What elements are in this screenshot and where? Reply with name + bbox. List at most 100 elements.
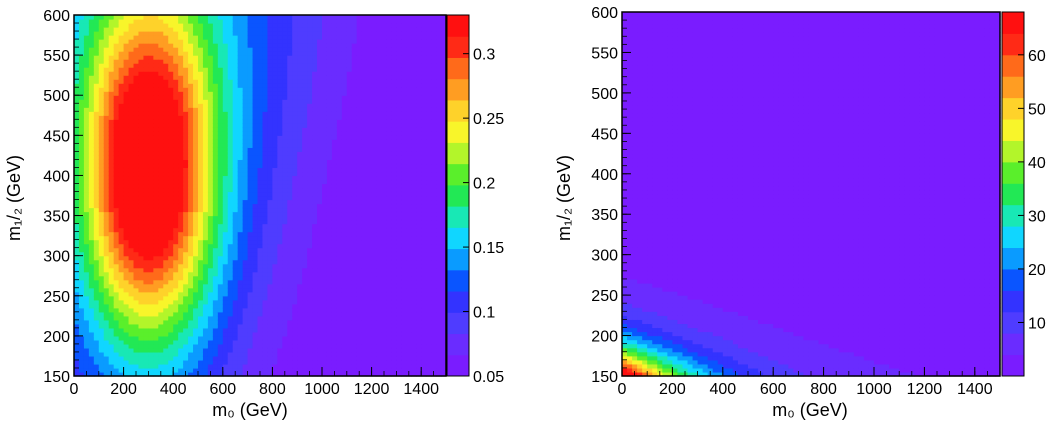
heatmap-cell xyxy=(198,243,204,249)
heatmap-cell xyxy=(331,195,338,201)
heatmap-cell xyxy=(88,87,95,92)
heatmap-cell xyxy=(227,343,234,349)
heatmap-cell xyxy=(341,207,348,213)
heatmap-cell xyxy=(74,47,80,52)
heatmap-cell xyxy=(287,187,293,193)
heatmap-cell xyxy=(183,43,189,48)
heatmap-cell xyxy=(188,119,194,124)
heatmap-cell xyxy=(103,215,110,221)
heatmap-cell xyxy=(103,163,110,169)
heatmap-cell xyxy=(168,319,174,325)
heatmap-cell xyxy=(133,255,140,261)
heatmap-cell xyxy=(312,191,318,197)
heatmap-cell xyxy=(292,15,298,20)
heatmap-cell xyxy=(178,99,184,104)
heatmap-cell xyxy=(118,303,125,309)
heatmap-cell xyxy=(88,287,95,293)
heatmap-cell xyxy=(118,311,125,317)
heatmap-cell xyxy=(163,291,169,297)
heatmap-cell xyxy=(198,95,204,100)
heatmap-cell xyxy=(173,159,179,165)
heatmap-cell xyxy=(287,35,293,40)
heatmap-cell xyxy=(272,239,278,245)
heatmap-cell xyxy=(148,359,154,365)
heatmap-cell xyxy=(287,359,293,365)
heatmap-cell xyxy=(193,331,199,337)
heatmap-cell xyxy=(341,35,348,40)
heatmap-cell xyxy=(118,135,125,140)
heatmap-cell xyxy=(317,111,323,116)
heatmap-cell xyxy=(341,235,348,241)
heatmap-cell xyxy=(163,47,169,52)
heatmap-cell xyxy=(113,295,120,301)
heatmap-cell xyxy=(322,355,328,361)
heatmap-cell xyxy=(317,35,323,40)
heatmap-cell xyxy=(217,267,224,273)
heatmap-cell xyxy=(292,47,298,52)
heatmap-cell xyxy=(168,171,174,177)
heatmap-cell xyxy=(103,79,110,84)
heatmap-cell xyxy=(148,279,154,285)
heatmap-cell xyxy=(138,243,145,249)
heatmap-cell xyxy=(242,323,249,329)
heatmap-cell xyxy=(118,359,125,365)
heatmap-cell xyxy=(287,107,293,112)
heatmap-cell xyxy=(287,19,293,24)
heatmap-cell xyxy=(217,279,224,285)
heatmap-cell xyxy=(178,127,184,132)
heatmap-cell xyxy=(336,71,343,76)
heatmap-cell xyxy=(207,295,214,301)
heatmap-cell xyxy=(88,291,95,297)
heatmap-cell xyxy=(247,259,254,265)
heatmap-cell xyxy=(198,67,204,72)
heatmap-cell xyxy=(103,291,110,297)
heatmap-cell xyxy=(312,339,318,345)
heatmap-cell xyxy=(252,195,259,201)
heatmap-cell xyxy=(188,71,194,76)
heatmap-cell xyxy=(237,91,244,96)
heatmap-cell xyxy=(88,219,95,225)
heatmap-cell xyxy=(108,79,115,84)
heatmap-cell xyxy=(143,283,149,289)
heatmap-cell xyxy=(113,351,120,357)
heatmap-cell xyxy=(212,199,219,205)
heatmap-cell xyxy=(108,111,115,116)
heatmap-cell xyxy=(252,251,259,257)
heatmap-cell xyxy=(297,287,303,293)
heatmap-cell xyxy=(331,135,338,140)
heatmap-cell xyxy=(193,251,199,257)
heatmap-cell xyxy=(183,243,189,249)
heatmap-cell xyxy=(83,331,90,337)
heatmap-cell xyxy=(143,67,149,72)
heatmap-cell xyxy=(307,275,313,281)
heatmap-cell xyxy=(78,131,85,136)
heatmap-cell xyxy=(118,323,125,329)
heatmap-cell xyxy=(168,59,174,64)
heatmap-cell xyxy=(178,219,184,225)
heatmap-cell xyxy=(98,327,105,333)
heatmap-cell xyxy=(193,175,199,181)
heatmap-cell xyxy=(232,203,239,209)
heatmap-cell xyxy=(207,183,214,189)
heatmap-cell xyxy=(247,223,254,229)
heatmap-cell xyxy=(212,175,219,181)
heatmap-cell xyxy=(262,219,269,225)
heatmap-cell xyxy=(217,203,224,209)
heatmap-cell xyxy=(198,55,204,60)
heatmap-cell xyxy=(108,339,115,345)
heatmap-cell xyxy=(317,143,323,148)
heatmap-cell xyxy=(322,55,328,60)
heatmap-cell xyxy=(257,331,264,337)
heatmap-cell xyxy=(78,251,85,257)
heatmap-cell xyxy=(78,267,85,273)
heatmap-cell xyxy=(247,147,254,152)
heatmap-cell xyxy=(188,199,194,205)
heatmap-cell xyxy=(123,159,130,165)
heatmap-cell xyxy=(277,175,283,181)
heatmap-cell xyxy=(287,335,293,341)
heatmap-cell xyxy=(232,247,239,253)
heatmap-cell xyxy=(227,47,234,52)
heatmap-cell xyxy=(282,91,288,96)
heatmap-cell xyxy=(247,83,254,88)
heatmap-cell xyxy=(207,235,214,241)
